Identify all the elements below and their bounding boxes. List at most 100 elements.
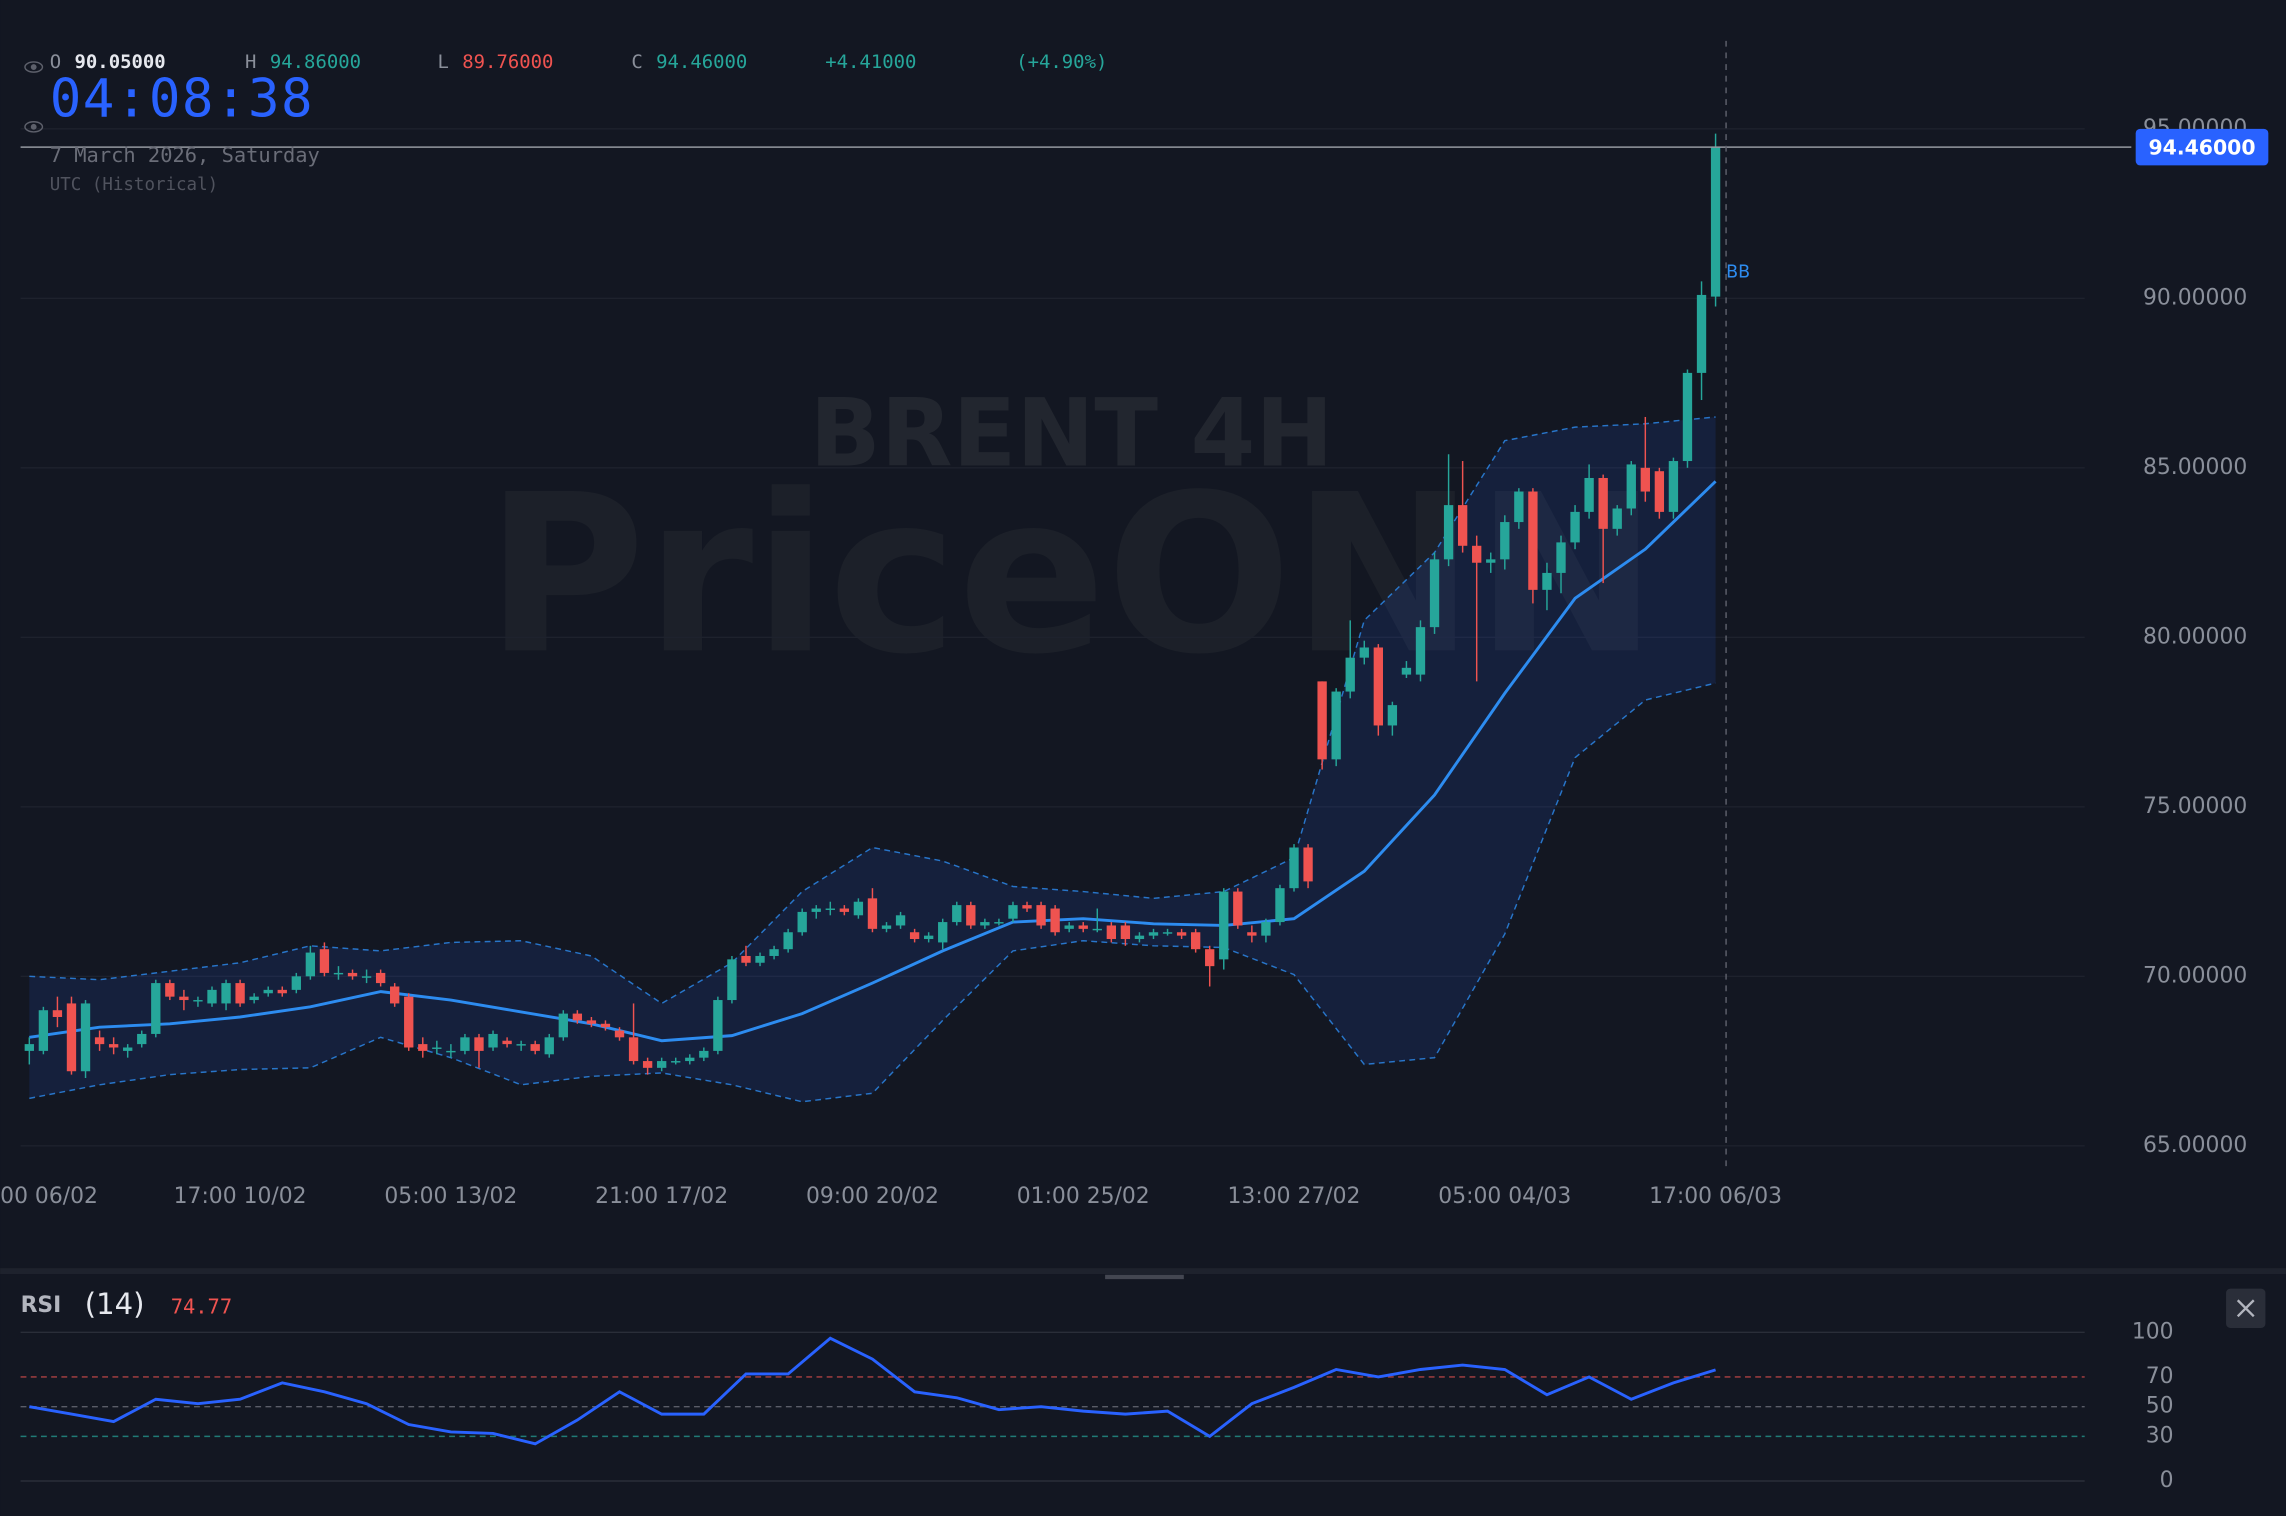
candle-body	[1570, 511, 1580, 543]
candle-body	[1275, 888, 1285, 923]
candle-body	[1457, 505, 1468, 546]
candle-body	[586, 1020, 597, 1024]
candle-body	[867, 898, 878, 929]
y-tick-label: 50	[2146, 1394, 2174, 1419]
candle-body	[488, 1033, 498, 1048]
ohlc-key: O	[50, 51, 61, 73]
ohlc-value: 94.46000	[656, 51, 747, 73]
candle-body	[94, 1037, 105, 1045]
rsi-title: RSI	[21, 1293, 62, 1318]
eye-icons[interactable]	[24, 61, 44, 133]
y-tick-label: 70.00000	[2143, 963, 2247, 988]
candle-body	[446, 1050, 456, 1053]
x-tick-label: 17:00 10/02	[174, 1184, 307, 1209]
candle-body	[1514, 491, 1524, 523]
candle-body	[66, 1003, 77, 1072]
candle-body	[1148, 932, 1159, 936]
candle-body	[1612, 508, 1622, 529]
watermark-title: BRENT 4H	[810, 380, 1334, 489]
candle-body	[853, 901, 864, 916]
candle-body	[418, 1044, 428, 1051]
candle-body	[165, 983, 175, 997]
indicator-label: BB	[1726, 263, 1750, 283]
close-button[interactable]	[2226, 1288, 2266, 1328]
candle-body	[769, 949, 779, 956]
candle-body	[1598, 477, 1608, 529]
ohlc-key: L	[437, 51, 448, 73]
candle-body	[1120, 925, 1131, 940]
last-price-box	[2135, 128, 2269, 166]
candle-body	[1219, 891, 1229, 960]
candle-body	[558, 1013, 568, 1038]
candle-body	[1106, 925, 1117, 940]
candle-body	[980, 922, 990, 926]
candle-body	[1542, 572, 1552, 590]
candle-body	[1668, 461, 1679, 512]
candle-body	[347, 972, 358, 977]
main-pane: 65.00000 70.00000 75.00000 80.00000 85.00000…	[0, 116, 2269, 1209]
header: O 90.05000 H 94.86000 L 89.76000 C 94.46000 +4.4…	[50, 51, 1108, 73]
candle-body	[1584, 477, 1594, 512]
y-tick-label: 90.00000	[2143, 285, 2247, 310]
candle-body	[628, 1037, 639, 1062]
candle-body	[966, 905, 976, 926]
y-tick-label: 85.00000	[2143, 455, 2247, 480]
bb-lower	[29, 682, 1716, 1103]
candle-body	[305, 952, 316, 977]
candle-body	[1022, 905, 1032, 909]
candle-body	[375, 972, 386, 984]
candle-body	[1387, 705, 1398, 726]
candle-body	[1443, 505, 1454, 560]
rsi-line	[29, 1336, 1717, 1446]
candle-body	[530, 1044, 540, 1051]
candle-body	[1640, 467, 1650, 492]
candle-body	[1710, 147, 1721, 297]
candle-body	[123, 1047, 133, 1051]
ohlc-value: 90.05000	[75, 51, 166, 73]
candle-body	[642, 1061, 653, 1068]
ohlc-value: 94.86000	[270, 51, 361, 73]
candle-body	[1050, 908, 1060, 933]
candle-body	[1401, 667, 1412, 675]
candle-body	[249, 996, 259, 1001]
candle-body	[1556, 542, 1566, 573]
candle-body	[333, 972, 344, 975]
clock: 04:08:38	[50, 69, 314, 130]
ohlc-key: H	[245, 51, 256, 73]
x-tick-label: 00 06/02	[0, 1184, 98, 1209]
candle-body	[783, 932, 793, 950]
candle-body	[1331, 691, 1341, 760]
candle-body	[361, 976, 372, 978]
candle-body	[235, 983, 245, 1004]
x-tick-label: 01:00 25/02	[1017, 1184, 1150, 1209]
candle-body	[502, 1040, 512, 1045]
candle-body	[994, 922, 1004, 924]
date: 7 March 2026, Saturday	[50, 143, 320, 167]
x-tick-label: 13:00 27/02	[1228, 1184, 1361, 1209]
x-tick-label: 05:00 04/03	[1438, 1184, 1571, 1209]
change-pct: (+4.90%)	[1016, 51, 1107, 73]
candle-body	[600, 1023, 611, 1028]
rsi-pane: RSI (14) 74.77 0 30 50 70 100	[20, 1287, 2174, 1493]
candle-body	[221, 983, 231, 1004]
candle-body	[193, 1000, 203, 1002]
candle-body	[1303, 847, 1313, 882]
candle-body	[1317, 681, 1327, 760]
candle-body	[80, 1003, 91, 1072]
rsi-value: 74.77	[171, 1295, 232, 1319]
candle-body	[1486, 559, 1496, 563]
candle-body	[544, 1037, 554, 1055]
candle-body	[1064, 925, 1074, 929]
candle-body	[1134, 935, 1145, 940]
candle-body	[1345, 657, 1355, 692]
y-tick-label: 100	[2132, 1319, 2174, 1344]
candle-body	[108, 1044, 119, 1048]
candle-body	[727, 959, 737, 1001]
candle-body	[1528, 491, 1538, 590]
x-tick-label: 05:00 13/02	[384, 1184, 517, 1209]
candle-body	[1682, 372, 1693, 462]
candle-body	[1247, 932, 1257, 936]
y-tick-label: 30	[2146, 1423, 2174, 1448]
x-tick-label: 09:00 20/02	[806, 1184, 939, 1209]
